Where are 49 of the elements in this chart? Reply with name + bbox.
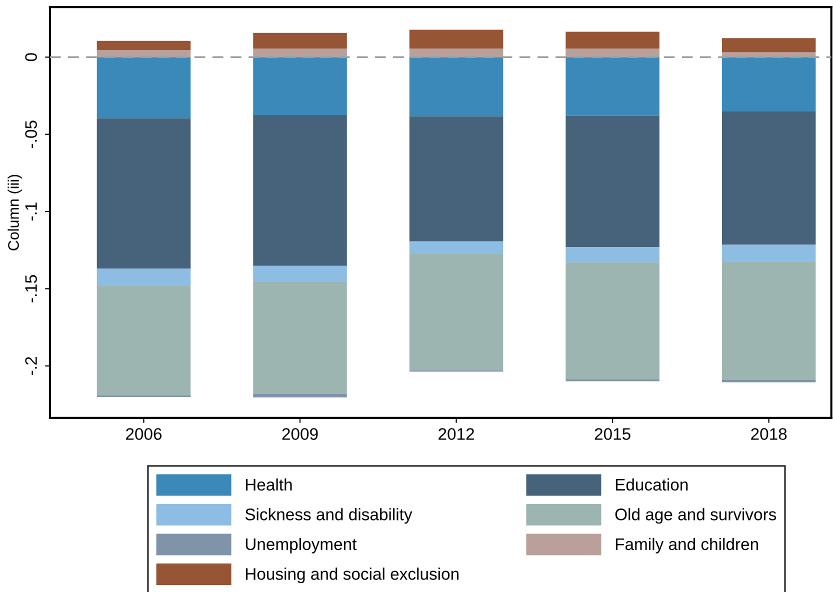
y-axis-title: Column (iii) bbox=[8, 174, 22, 250]
y-tick-label: -.1 bbox=[25, 202, 37, 221]
bar bbox=[409, 30, 504, 48]
bar bbox=[566, 262, 660, 380]
y-tick-label: -.05 bbox=[25, 120, 37, 148]
bar bbox=[566, 48, 660, 58]
legend-label: Unemployment bbox=[246, 538, 357, 554]
y-tick-label: 0 bbox=[25, 53, 37, 62]
legend-label: Sickness and disability bbox=[245, 508, 412, 524]
bar bbox=[722, 57, 816, 112]
bar bbox=[722, 111, 816, 245]
bar bbox=[96, 118, 191, 269]
bar bbox=[96, 268, 191, 286]
bar bbox=[722, 261, 816, 380]
x-tick-label: 2006 bbox=[126, 428, 162, 440]
bar bbox=[253, 115, 347, 266]
bar bbox=[253, 281, 347, 394]
legend-label: Health bbox=[246, 478, 292, 491]
bar bbox=[409, 48, 504, 58]
bar bbox=[253, 32, 347, 48]
bar bbox=[409, 57, 504, 116]
bar bbox=[409, 254, 504, 370]
legend-label: Education bbox=[616, 478, 688, 491]
bar bbox=[722, 380, 816, 382]
x-tick-label: 2015 bbox=[594, 428, 630, 440]
bar bbox=[566, 116, 660, 248]
bar bbox=[253, 394, 347, 398]
bar bbox=[566, 247, 660, 262]
bar bbox=[96, 40, 191, 50]
bar bbox=[722, 244, 816, 262]
bar bbox=[409, 116, 504, 242]
x-tick-label: 2012 bbox=[438, 428, 474, 440]
bar bbox=[253, 48, 347, 58]
bar bbox=[409, 241, 504, 254]
bar bbox=[253, 57, 347, 116]
bar bbox=[566, 32, 660, 48]
x-tick-label: 2009 bbox=[282, 428, 318, 440]
y-tick-label: -.15 bbox=[25, 275, 37, 302]
legend-label: Old age and survivors bbox=[615, 508, 776, 524]
bar bbox=[253, 266, 347, 282]
legend-label: Family and children bbox=[616, 538, 758, 554]
x-tick-label: 2018 bbox=[751, 428, 787, 440]
bar bbox=[566, 57, 660, 116]
bar bbox=[96, 50, 191, 58]
bar bbox=[96, 57, 191, 118]
legend-label: Housing and social exclusion bbox=[246, 568, 458, 584]
bar bbox=[722, 38, 816, 52]
y-tick-label: -.2 bbox=[25, 357, 37, 375]
bar bbox=[96, 286, 191, 396]
